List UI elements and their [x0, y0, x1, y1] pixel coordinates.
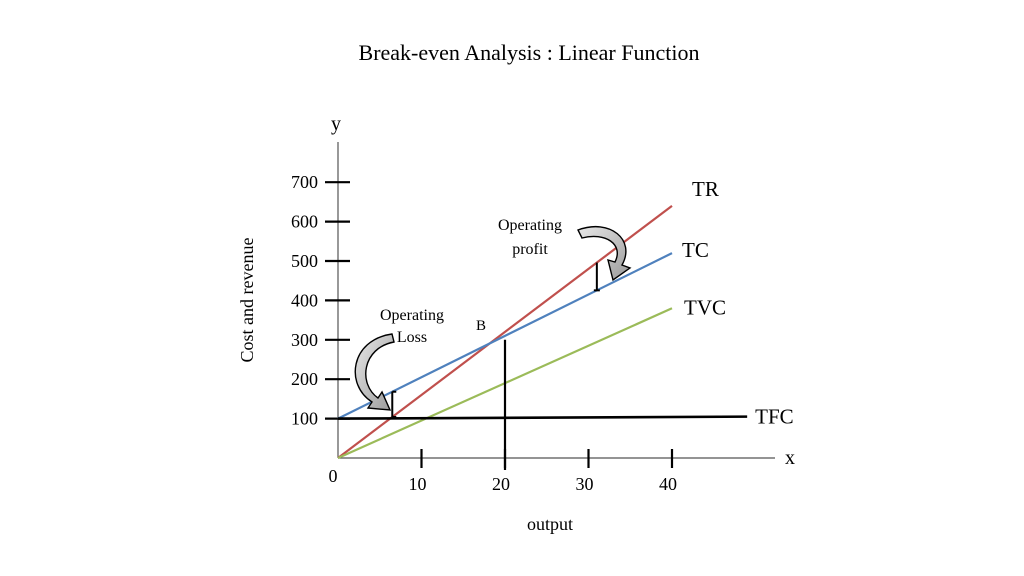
x-tick-label: 10	[409, 474, 427, 494]
y-tick-label: 700	[291, 172, 318, 192]
operating-profit-label-line2: profit	[512, 241, 548, 258]
operating-profit-label-line1: Operating	[498, 217, 562, 234]
y-axis-label: Cost and revenue	[237, 238, 257, 363]
origin-label: 0	[329, 466, 338, 486]
operating-loss-label-line1: Operating	[380, 307, 444, 324]
operating-loss-label-line2: Loss	[397, 329, 427, 346]
series-label-tc: TC	[682, 238, 709, 262]
y-axis-name: y	[331, 113, 341, 135]
operating-loss-arrow-icon	[354, 333, 395, 411]
chart-title: Break-even Analysis : Linear Function	[359, 40, 700, 65]
series-label-tvc: TVC	[684, 295, 726, 319]
y-tick-label: 300	[291, 330, 318, 350]
x-tick-label: 40	[659, 474, 677, 494]
operating-profit-arrow-icon	[577, 225, 632, 282]
x-axis-label: output	[527, 514, 573, 534]
y-tick-label: 400	[291, 290, 318, 310]
series-line-tfc	[337, 415, 748, 420]
y-tick-label: 100	[291, 409, 318, 429]
y-tick-label: 200	[291, 369, 318, 389]
series-label-tr: TR	[692, 177, 719, 201]
break-even-label: B	[476, 318, 486, 334]
y-tick-label: 500	[291, 251, 318, 271]
series-label-tfc: TFC	[755, 405, 794, 429]
x-tick-label: 30	[576, 474, 594, 494]
x-tick-label: 20	[492, 474, 510, 494]
y-tick-label: 600	[291, 212, 318, 232]
x-axis-name: x	[785, 447, 795, 469]
